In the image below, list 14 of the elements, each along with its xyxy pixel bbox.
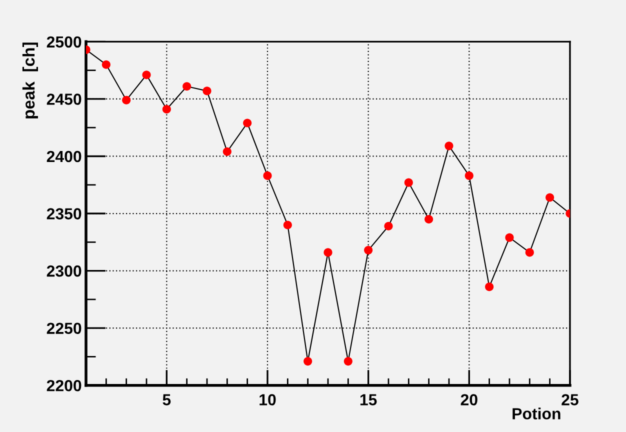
- y-tick-label: 2400: [46, 150, 82, 162]
- y-axis-title: peak [ch]: [22, 42, 38, 118]
- y-tick-label: 2350: [46, 208, 82, 220]
- x-tick-label: 20: [460, 394, 478, 406]
- y-tick-label: 2250: [46, 322, 82, 334]
- y-tick-label: 2500: [46, 36, 82, 48]
- x-tick-label: 5: [162, 394, 171, 406]
- y-tick-label: 2200: [46, 380, 82, 392]
- y-tick-label: 2450: [46, 94, 82, 105]
- x-tick-label: 25: [562, 394, 578, 406]
- x-tick-label: 15: [360, 394, 377, 406]
- y-tick-label: 2300: [46, 265, 82, 277]
- x-axis-title: Potion: [512, 408, 560, 420]
- x-tick-label: 10: [260, 394, 276, 406]
